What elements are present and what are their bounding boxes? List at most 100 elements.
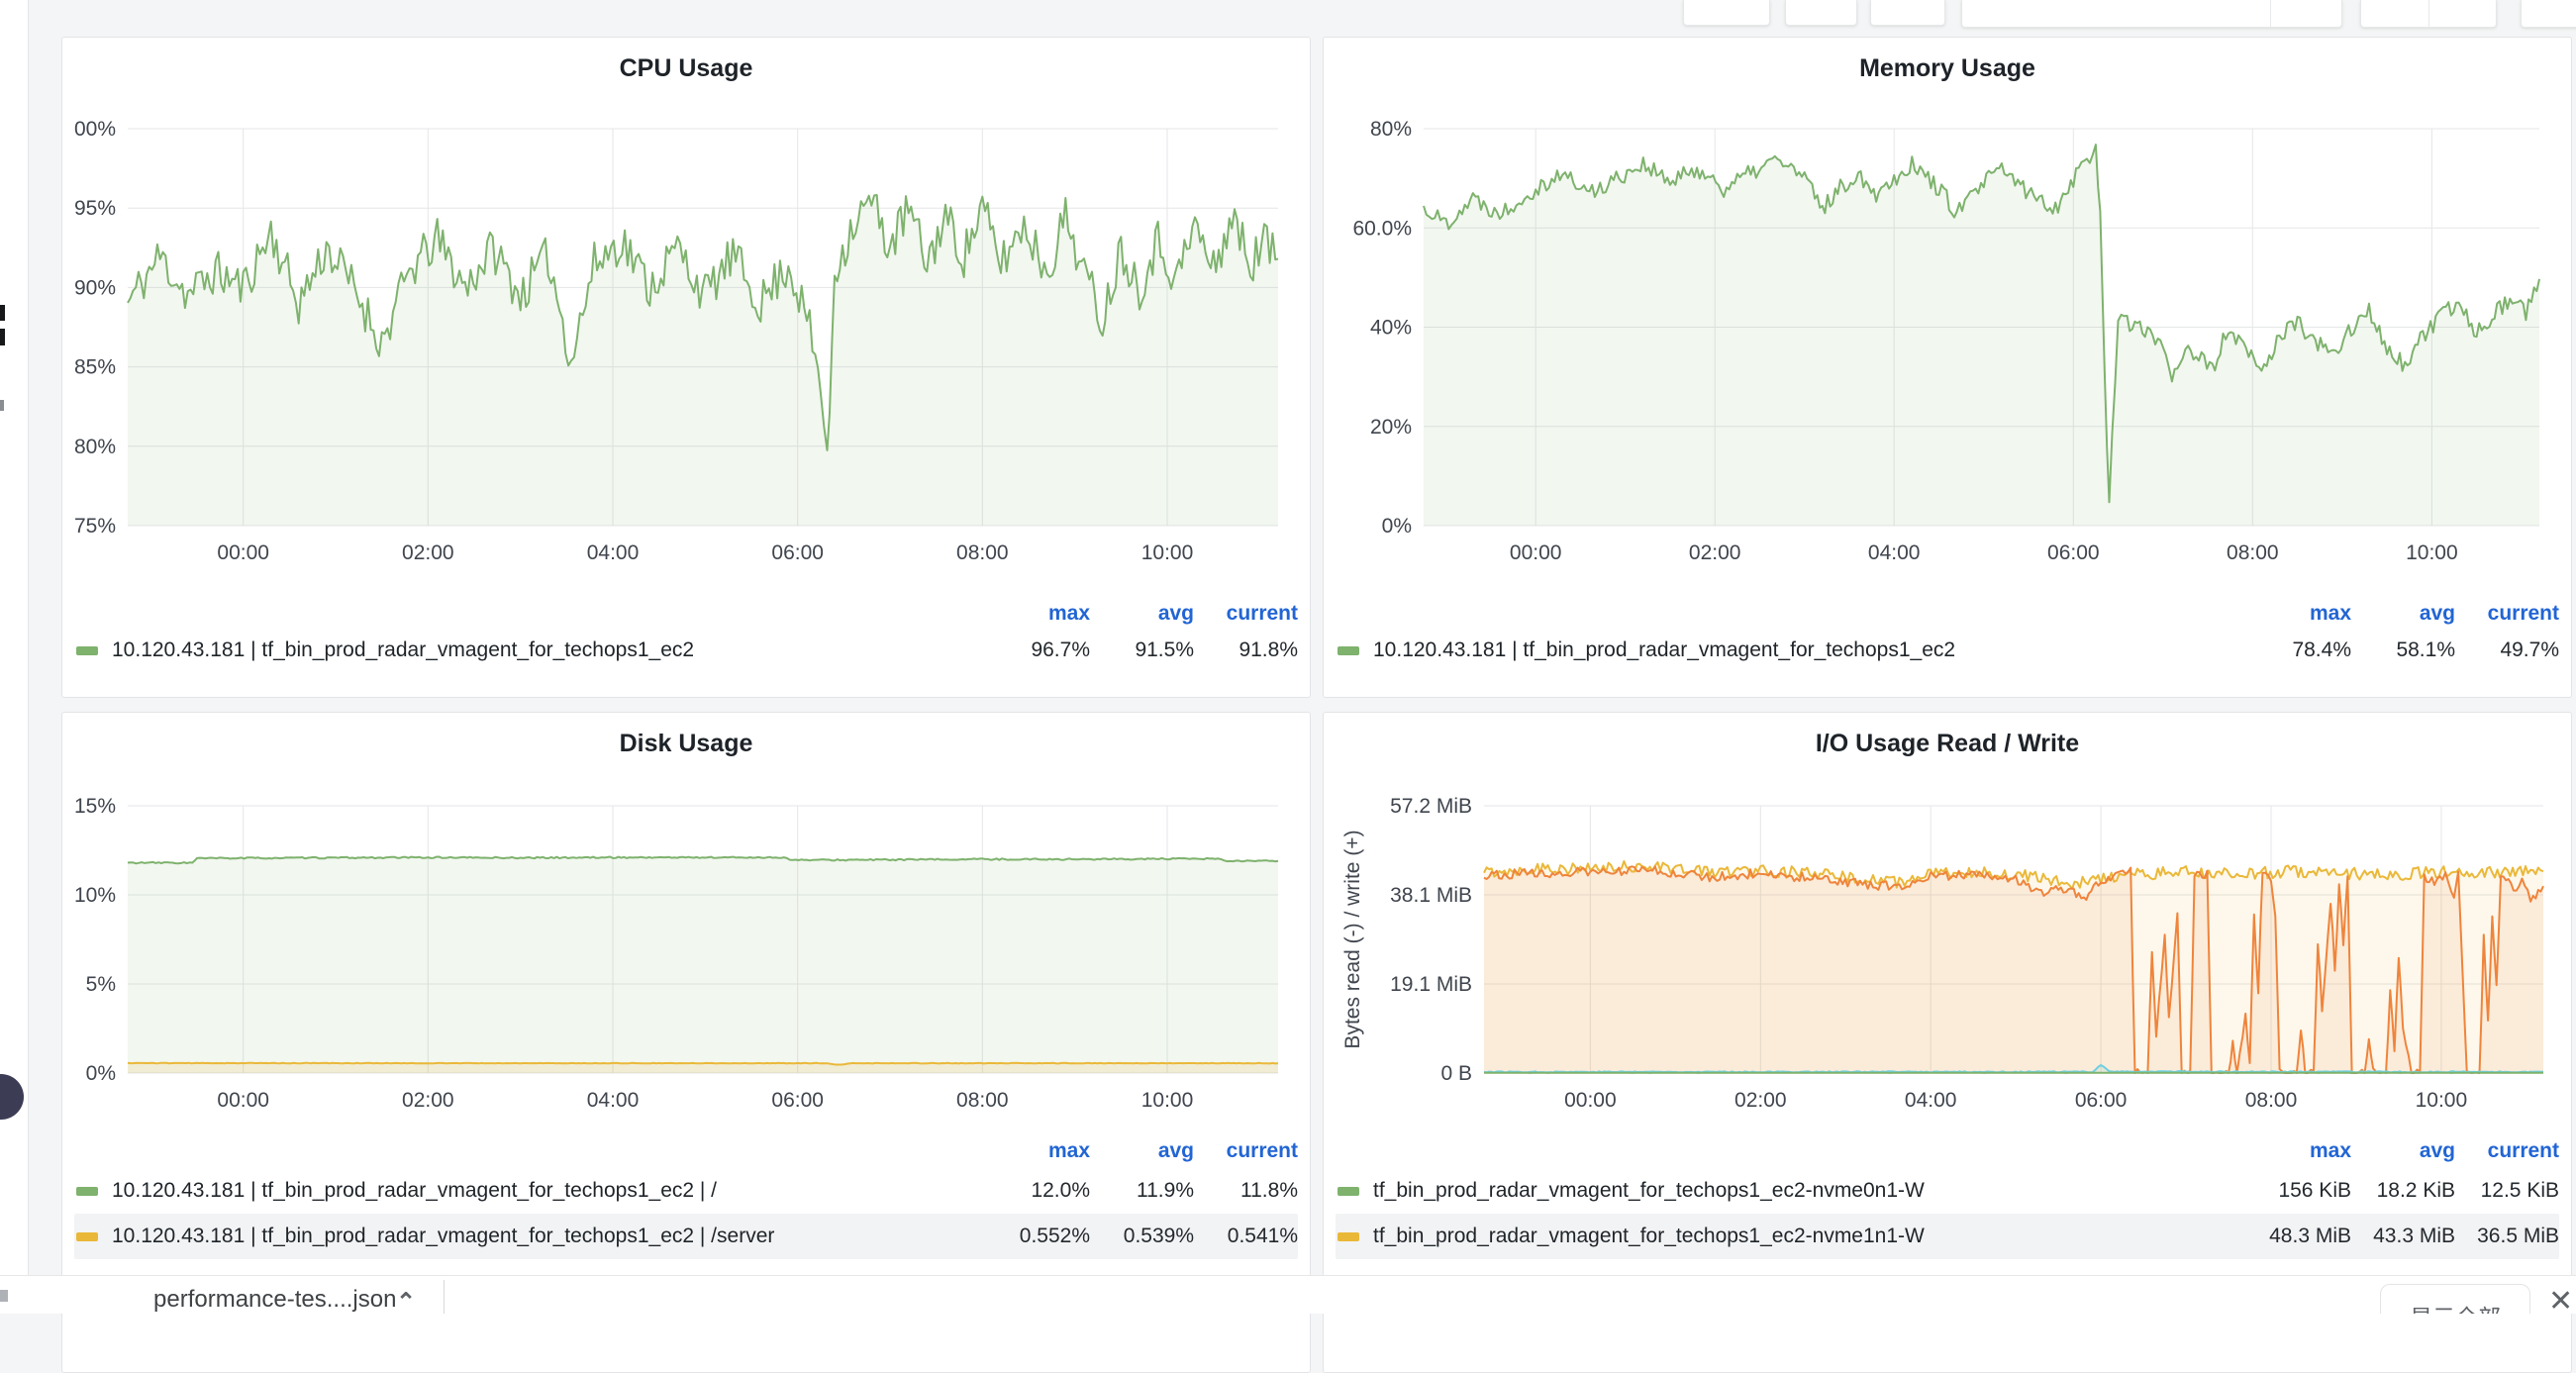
svg-text:00:00: 00:00: [1564, 1089, 1617, 1112]
panel-title[interactable]: Memory Usage: [1336, 38, 2559, 89]
svg-text:00:00: 00:00: [217, 1089, 269, 1112]
series-color-swatch: [76, 1187, 98, 1196]
svg-text:10:00: 10:00: [1141, 541, 1194, 564]
show-all-downloads-button[interactable]: 显示全部: [2380, 1284, 2530, 1314]
legend-row[interactable]: 10.120.43.181 | tf_bin_prod_radar_vmagen…: [74, 1168, 1298, 1214]
legend-max-value: 12.0%: [986, 1179, 1090, 1203]
panel-title[interactable]: CPU Usage: [74, 38, 1298, 89]
svg-text:08:00: 08:00: [956, 1089, 1009, 1112]
toolbar-timepicker-fragment[interactable]: [1961, 0, 2342, 28]
svg-text:04:00: 04:00: [1868, 541, 1921, 564]
legend-header: max avg current: [74, 1134, 1298, 1168]
svg-text:40%: 40%: [1370, 317, 1412, 340]
legend-header-current[interactable]: current: [1194, 602, 1298, 626]
series-color-swatch: [1338, 1187, 1359, 1196]
svg-text:38.1 MiB: 38.1 MiB: [1390, 884, 1472, 907]
svg-text:0%: 0%: [86, 1062, 116, 1085]
panel-title[interactable]: Disk Usage: [74, 713, 1298, 764]
legend-max-value: 0.552%: [986, 1225, 1090, 1248]
series-label[interactable]: 10.120.43.181 | tf_bin_prod_radar_vmagen…: [112, 1179, 717, 1203]
legend-current-value: 49.7%: [2455, 638, 2559, 662]
svg-text:02:00: 02:00: [1734, 1089, 1787, 1112]
svg-text:20%: 20%: [1370, 416, 1412, 439]
svg-text:57.2 MiB: 57.2 MiB: [1390, 795, 1472, 818]
legend: max avg current 10.120.43.181 | tf_bin_p…: [74, 1134, 1298, 1259]
svg-text:75%: 75%: [74, 515, 116, 538]
svg-text:80%: 80%: [1370, 118, 1412, 141]
legend-row[interactable]: tf_bin_prod_radar_vmagent_for_techops1_e…: [1336, 1214, 2559, 1259]
svg-text:Bytes read (-) / write (+): Bytes read (-) / write (+): [1341, 830, 1364, 1048]
legend-header-max[interactable]: max: [986, 602, 1090, 626]
legend-header-avg[interactable]: avg: [2351, 602, 2455, 626]
svg-text:06:00: 06:00: [771, 541, 824, 564]
toolbar-zoom-buttons-fragment[interactable]: [2360, 0, 2497, 28]
legend-max-value: 156 KiB: [2247, 1179, 2351, 1203]
legend-max-value: 78.4%: [2247, 638, 2351, 662]
legend: max avg current tf_bin_prod_radar_vmagen…: [1336, 1134, 2559, 1259]
legend-header-avg[interactable]: avg: [2351, 1139, 2455, 1163]
svg-text:10%: 10%: [74, 884, 116, 907]
legend-header: max avg current: [74, 597, 1298, 631]
series-label[interactable]: 10.120.43.181 | tf_bin_prod_radar_vmagen…: [1373, 638, 1955, 662]
legend-header-max[interactable]: max: [986, 1139, 1090, 1163]
left-edge-text-fragment: [0, 400, 4, 411]
svg-text:04:00: 04:00: [587, 1089, 640, 1112]
toolbar-button-fragment[interactable]: [1785, 0, 1857, 26]
legend-row[interactable]: tf_bin_prod_radar_vmagent_for_techops1_e…: [1336, 1168, 2559, 1214]
left-edge-text-fragment: [0, 329, 5, 345]
toolbar-button-fragment[interactable]: [1683, 0, 1770, 26]
legend-current-value: 12.5 KiB: [2455, 1179, 2559, 1203]
cpu-usage-chart[interactable]: 100%95%90%85%80%75%00:0002:0004:0006:000…: [74, 89, 1298, 589]
svg-text:19.1 MiB: 19.1 MiB: [1390, 973, 1472, 996]
downloaded-file-chip[interactable]: performance-tes....json: [153, 1286, 396, 1314]
segment-divider: [2428, 0, 2429, 27]
legend-header-current[interactable]: current: [2455, 602, 2559, 626]
svg-text:04:00: 04:00: [1905, 1089, 1957, 1112]
svg-text:04:00: 04:00: [587, 541, 640, 564]
series-label[interactable]: 10.120.43.181 | tf_bin_prod_radar_vmagen…: [112, 1225, 774, 1248]
legend-avg-value: 0.539%: [1090, 1225, 1194, 1248]
svg-text:5%: 5%: [86, 973, 116, 996]
legend-header-avg[interactable]: avg: [1090, 1139, 1194, 1163]
download-icon-fragment: [0, 1290, 8, 1302]
legend-row[interactable]: 10.120.43.181 | tf_bin_prod_radar_vmagen…: [1336, 631, 2559, 670]
legend-avg-value: 43.3 MiB: [2351, 1225, 2455, 1248]
toolbar-button-fragment[interactable]: [1870, 0, 1945, 26]
download-shelf: performance-tes....json ⌃ 显示全部 ✕: [0, 1275, 2576, 1314]
legend-header-avg[interactable]: avg: [1090, 602, 1194, 626]
series-label[interactable]: tf_bin_prod_radar_vmagent_for_techops1_e…: [1373, 1179, 1925, 1203]
legend-max-value: 96.7%: [986, 638, 1090, 662]
svg-text:90%: 90%: [74, 276, 116, 299]
svg-text:10:00: 10:00: [2416, 1089, 2468, 1112]
svg-text:06:00: 06:00: [771, 1089, 824, 1112]
svg-text:00:00: 00:00: [1510, 541, 1562, 564]
svg-text:0%: 0%: [1382, 515, 1412, 538]
panel-title[interactable]: I/O Usage Read / Write: [1336, 713, 2559, 764]
legend: max avg current 10.120.43.181 | tf_bin_p…: [1336, 597, 2559, 670]
toolbar-refresh-fragment[interactable]: [2521, 0, 2576, 28]
legend-row[interactable]: 10.120.43.181 | tf_bin_prod_radar_vmagen…: [74, 631, 1298, 670]
legend-header-current[interactable]: current: [1194, 1139, 1298, 1163]
svg-text:08:00: 08:00: [2227, 541, 2279, 564]
series-color-swatch: [1338, 646, 1359, 655]
svg-text:10:00: 10:00: [2406, 541, 2458, 564]
legend-row[interactable]: 10.120.43.181 | tf_bin_prod_radar_vmagen…: [74, 1214, 1298, 1259]
svg-text:15%: 15%: [74, 795, 116, 818]
legend-current-value: 11.8%: [1194, 1179, 1298, 1203]
close-shelf-icon[interactable]: ✕: [2548, 1284, 2573, 1314]
series-label[interactable]: tf_bin_prod_radar_vmagent_for_techops1_e…: [1373, 1225, 1925, 1248]
svg-text:60.0%: 60.0%: [1352, 217, 1412, 240]
chevron-up-icon[interactable]: ⌃: [396, 1288, 416, 1314]
svg-text:85%: 85%: [74, 356, 116, 379]
legend-header-max[interactable]: max: [2247, 602, 2351, 626]
series-label[interactable]: 10.120.43.181 | tf_bin_prod_radar_vmagen…: [112, 638, 694, 662]
series-color-swatch: [76, 1232, 98, 1241]
legend-header-current[interactable]: current: [2455, 1139, 2559, 1163]
svg-text:06:00: 06:00: [2047, 541, 2100, 564]
legend-header-max[interactable]: max: [2247, 1139, 2351, 1163]
legend-max-value: 48.3 MiB: [2247, 1225, 2351, 1248]
